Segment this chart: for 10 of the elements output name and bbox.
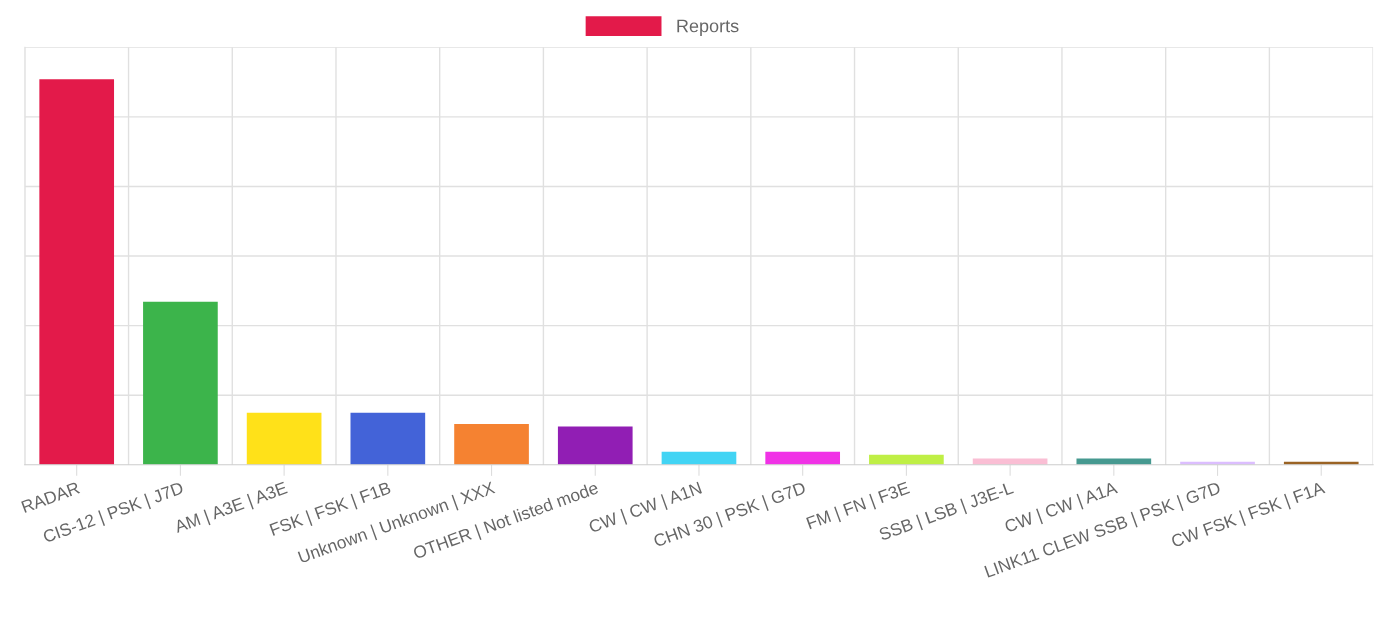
bar — [557, 426, 633, 465]
bar — [350, 412, 426, 465]
bar — [39, 79, 115, 465]
legend-label: Reports — [677, 19, 739, 36]
bar — [869, 454, 944, 465]
bar — [454, 423, 529, 465]
bar — [143, 301, 218, 465]
bar — [765, 451, 841, 465]
bar — [246, 412, 322, 465]
bar — [661, 451, 737, 465]
